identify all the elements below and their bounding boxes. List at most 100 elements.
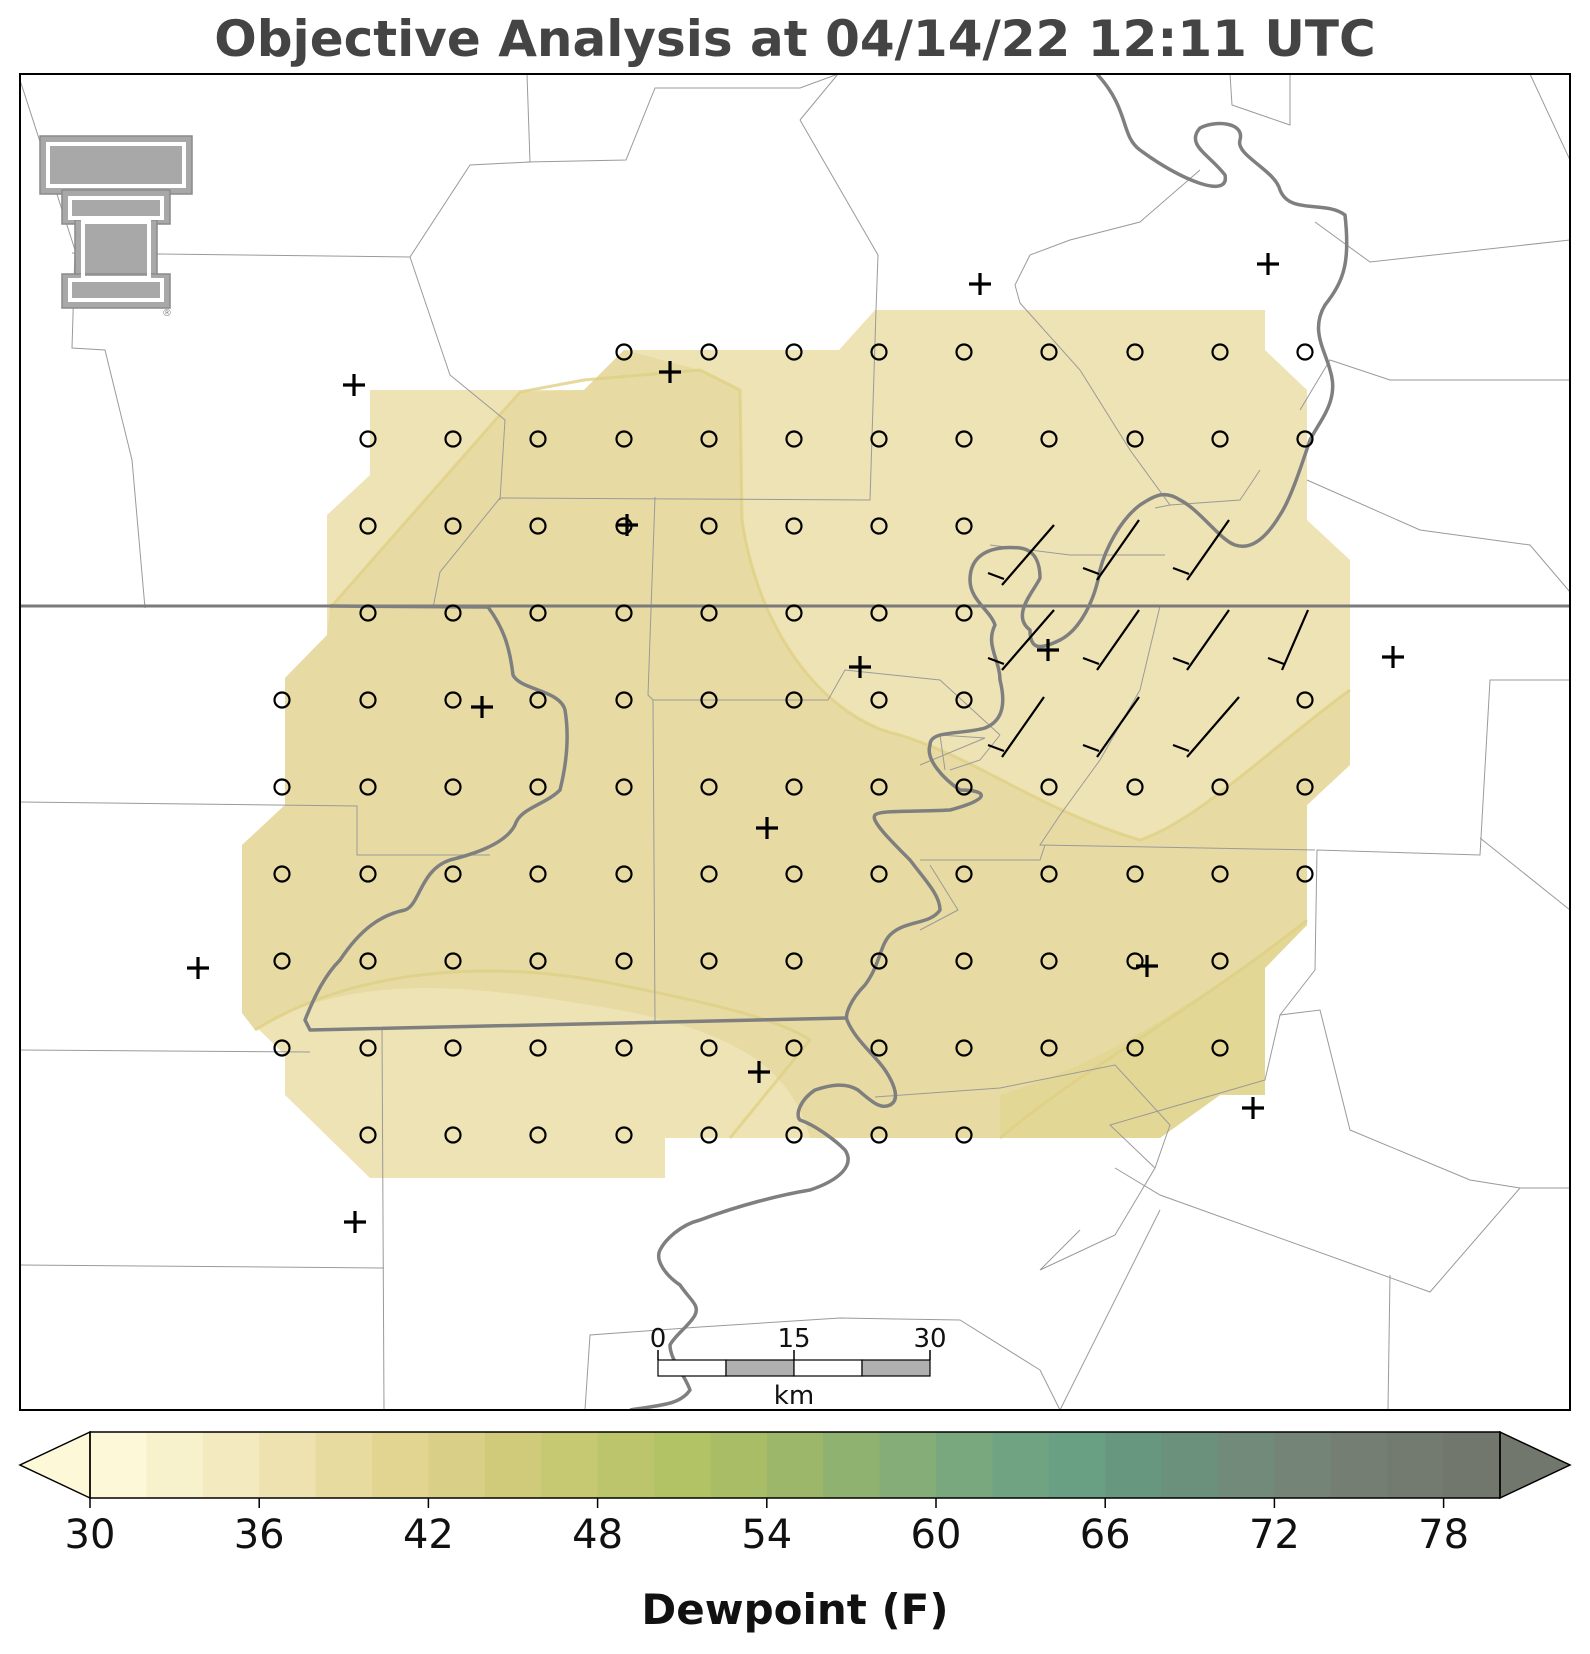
scale-label-15: 15 xyxy=(777,1324,810,1354)
colorbar-cell xyxy=(1218,1432,1275,1498)
circle-icon xyxy=(1211,778,1229,796)
circle-icon xyxy=(444,517,462,535)
circle-icon xyxy=(359,1039,377,1057)
colorbar-tick-label: 66 xyxy=(1080,1512,1131,1558)
colorbar-cell xyxy=(597,1432,655,1498)
circle-icon xyxy=(785,1039,803,1057)
circle-icon xyxy=(1040,952,1058,970)
circle-icon xyxy=(785,778,803,796)
plus-icon xyxy=(187,957,209,979)
circle-icon xyxy=(1040,778,1058,796)
dewpoint-shading xyxy=(242,310,1351,1178)
circle-icon xyxy=(785,952,803,970)
circle-icon xyxy=(359,517,377,535)
colorbar-cell xyxy=(1274,1432,1332,1498)
wind-barbs xyxy=(987,519,1310,758)
colorbar-cell xyxy=(541,1432,599,1498)
plus-icon xyxy=(344,1211,366,1233)
colorbar-cell xyxy=(1330,1432,1388,1498)
circle-icon xyxy=(955,343,973,361)
circle-icon xyxy=(529,430,547,448)
circle-icon xyxy=(273,952,291,970)
circle-icon xyxy=(700,604,718,622)
colorbar-cell xyxy=(936,1432,993,1498)
colorbar-cell xyxy=(1048,1432,1106,1498)
scale-label-0: 0 xyxy=(650,1324,667,1354)
wind-barb-icon xyxy=(987,696,1045,758)
circle-icon xyxy=(1296,691,1314,709)
circle-icon xyxy=(529,778,547,796)
colorbar-cell xyxy=(484,1432,542,1498)
circle-icon xyxy=(785,517,803,535)
colorbar-cell xyxy=(654,1432,711,1498)
circle-icon xyxy=(444,1039,462,1057)
colorbar-label: Dewpoint (F) xyxy=(641,1585,949,1634)
scale-bar: 0 15 30 km xyxy=(650,1324,947,1410)
circle-icon xyxy=(444,604,462,622)
wind-barb-icon xyxy=(1267,609,1310,671)
circle-icon xyxy=(529,691,547,709)
circle-icon xyxy=(444,778,462,796)
circle-icon xyxy=(1296,778,1314,796)
circle-icon xyxy=(870,604,888,622)
circle-icon xyxy=(1211,430,1229,448)
circle-icon xyxy=(615,778,633,796)
colorbar-cell xyxy=(372,1432,429,1498)
circle-icon xyxy=(0,519,8,534)
circle-icon xyxy=(1126,343,1144,361)
circle-icon xyxy=(1211,865,1229,883)
circle-icon xyxy=(359,604,377,622)
plus-icon xyxy=(1037,639,1059,661)
circle-icon xyxy=(700,778,718,796)
colorbar-tick-label: 72 xyxy=(1249,1512,1300,1558)
circle-icon xyxy=(870,691,888,709)
colorbar-tick-label: 78 xyxy=(1418,1512,1469,1558)
circle-icon xyxy=(1040,430,1058,448)
circle-icon xyxy=(1126,430,1144,448)
circle-icon xyxy=(529,865,547,883)
plus-icon xyxy=(756,817,778,839)
circle-icon xyxy=(1126,1039,1144,1057)
circle-icon xyxy=(444,865,462,883)
station-markers xyxy=(187,253,1404,1233)
circle-icon xyxy=(1040,865,1058,883)
colorbar: 30 36 42 48 54 60 66 72 78 xyxy=(18,1430,1572,1558)
circle-icon xyxy=(615,430,633,448)
circle-icon xyxy=(615,1039,633,1057)
texas-tech-double-t-logo: ® xyxy=(39,135,193,319)
dewpoint-area-darker xyxy=(242,350,1350,1138)
circle-icon xyxy=(359,865,377,883)
colorbar-cell xyxy=(202,1432,260,1498)
wind-barb-icon xyxy=(987,524,1055,586)
circle-icon xyxy=(870,865,888,883)
wind-barb-icon xyxy=(1082,519,1140,581)
circle-icon xyxy=(615,343,633,361)
circle-icon xyxy=(359,430,377,448)
circle-icon xyxy=(700,343,718,361)
colorbar-cell xyxy=(259,1432,317,1498)
circle-icon xyxy=(529,952,547,970)
circle-icon xyxy=(1211,343,1229,361)
colorbar-cell xyxy=(992,1432,1050,1498)
colorbar-tick-label: 54 xyxy=(741,1512,792,1558)
colorbar-max-extend-arrow xyxy=(1499,1430,1572,1500)
circle-icon xyxy=(444,1126,462,1144)
colorbar-cell xyxy=(710,1432,768,1498)
wind-barb-icon xyxy=(987,609,1055,671)
circle-icon xyxy=(1296,430,1314,448)
circle-icon xyxy=(273,1039,291,1057)
plus-icon xyxy=(1242,1097,1264,1119)
colorbar-cell xyxy=(428,1432,486,1498)
wind-barb-icon xyxy=(1172,609,1230,671)
grid-markers xyxy=(0,343,1314,1144)
circle-icon xyxy=(615,1126,633,1144)
circle-icon xyxy=(359,1126,377,1144)
colorbar-tick-label: 30 xyxy=(65,1512,116,1558)
circle-icon xyxy=(870,430,888,448)
scale-label-30: 30 xyxy=(913,1324,946,1354)
plus-icon xyxy=(343,374,365,396)
circle-icon xyxy=(1126,952,1144,970)
circle-icon xyxy=(955,430,973,448)
circle-icon xyxy=(700,1126,718,1144)
circle-icon xyxy=(700,430,718,448)
